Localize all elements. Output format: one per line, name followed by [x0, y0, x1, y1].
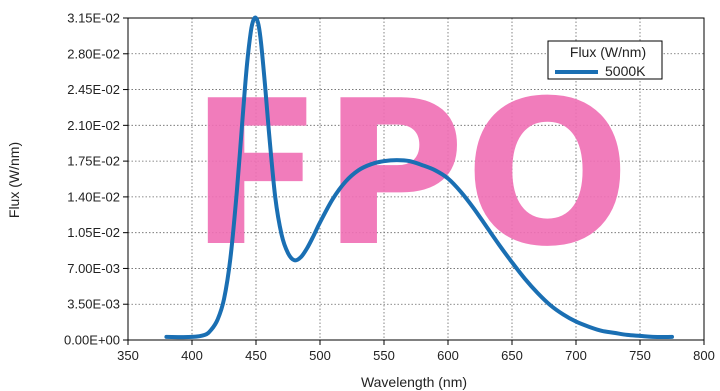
y-tick-label: 1.05E-02: [67, 225, 120, 240]
plot-frame: [127, 17, 705, 341]
x-tick-label: 700: [565, 348, 587, 363]
y-tick-label: 1.75E-02: [67, 154, 120, 169]
y-tick-label: 2.45E-02: [67, 82, 120, 97]
x-axis-ticks: 350 400 450 500 550 600 650 700 750 800: [117, 340, 715, 363]
x-tick-label: 800: [693, 348, 715, 363]
x-tick-label: 650: [501, 348, 523, 363]
y-tick-label: 3.15E-02: [67, 11, 120, 26]
x-tick-label: 600: [437, 348, 459, 363]
y-tick-label: 2.80E-02: [67, 46, 120, 61]
y-axis-title: Flux (W/nm): [6, 142, 22, 218]
x-tick-label: 750: [629, 348, 651, 363]
x-tick-label: 400: [181, 348, 203, 363]
fpo-watermark: FPO: [190, 58, 630, 291]
legend-title: Flux (W/nm): [570, 44, 646, 60]
y-tick-label: 7.00E-03: [67, 261, 120, 276]
y-tick-label: 0.00E+00: [64, 333, 120, 348]
x-axis-title: Wavelength (nm): [361, 374, 467, 390]
legend-label-5000k: 5000K: [605, 63, 646, 79]
y-tick-label: 2.10E-02: [67, 118, 120, 133]
series-line-5000k: [164, 15, 674, 340]
x-tick-label: 500: [309, 348, 331, 363]
y-axis-ticks: 0.00E+00 3.50E-03 7.00E-03 1.05E-02 1.40E-02…: [64, 11, 128, 348]
x-tick-label: 350: [117, 348, 139, 363]
y-tick-label: 1.40E-02: [67, 189, 120, 204]
x-tick-label: 550: [373, 348, 395, 363]
y-tick-label: 3.50E-03: [67, 297, 120, 312]
x-tick-label: 450: [245, 348, 267, 363]
legend: Flux (W/nm) 5000K: [547, 40, 663, 80]
